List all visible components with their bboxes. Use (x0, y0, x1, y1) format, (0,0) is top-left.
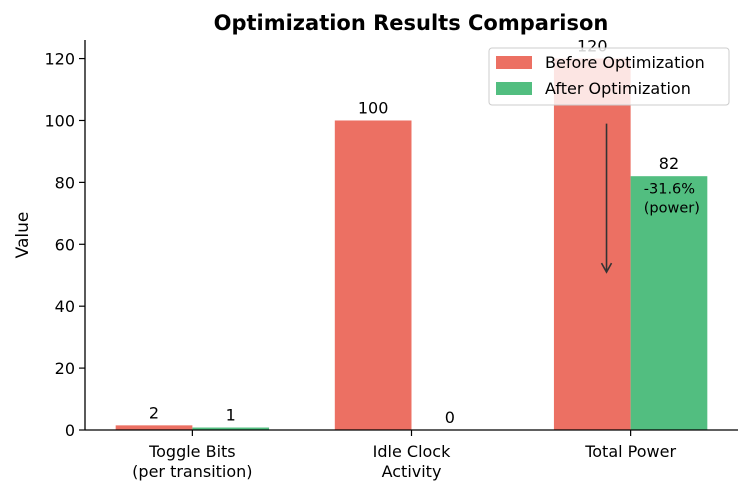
annotation-text: -31.6% (644, 182, 695, 198)
x-tick-label: Toggle Bits (148, 442, 236, 461)
bar-before-2 (553, 58, 631, 430)
bar-after-0 (192, 427, 270, 430)
y-tick-label: 120 (44, 50, 75, 69)
bar-before-1 (334, 120, 412, 430)
annotation-text: (power) (644, 201, 700, 217)
x-tick-label: Total Power (584, 442, 676, 461)
bar-before-0 (115, 425, 193, 430)
data-label: 82 (659, 154, 679, 173)
y-tick-label: 0 (65, 421, 75, 440)
data-label: 100 (358, 98, 389, 117)
y-tick-label: 20 (55, 359, 75, 378)
y-tick-label: 100 (44, 111, 75, 130)
y-axis-label: Value (13, 212, 33, 259)
legend-label: Before Optimization (545, 53, 705, 72)
data-label: 1 (226, 406, 236, 425)
y-tick-label: 80 (55, 173, 75, 192)
x-tick-label: (per transition) (132, 462, 252, 481)
y-tick-label: 40 (55, 297, 75, 316)
legend-swatch (496, 82, 532, 95)
x-tick-label: Idle Clock (373, 442, 451, 461)
data-label: 0 (445, 408, 455, 427)
data-label: 2 (149, 403, 159, 422)
x-tick-label: Activity (382, 462, 442, 481)
chart-title: Optimization Results Comparison (214, 11, 609, 35)
annotation-arrow-head (600, 262, 613, 274)
y-tick-label: 60 (55, 235, 75, 254)
bar-after-2 (630, 176, 708, 430)
legend-swatch (496, 56, 532, 69)
legend-box (488, 47, 730, 106)
legend-label: After Optimization (545, 79, 691, 98)
